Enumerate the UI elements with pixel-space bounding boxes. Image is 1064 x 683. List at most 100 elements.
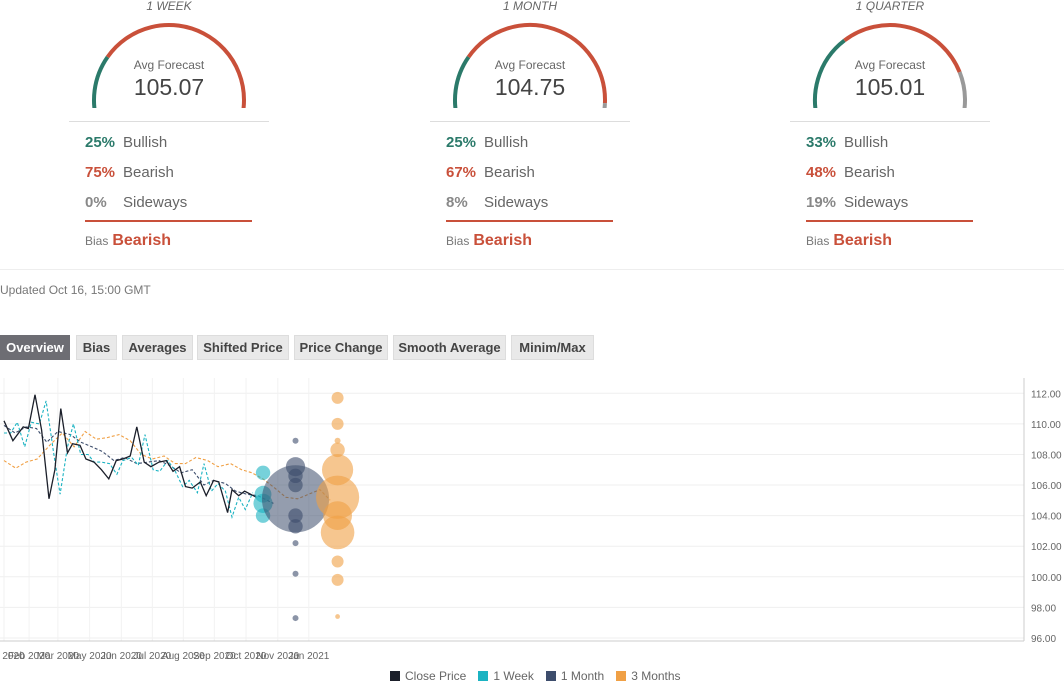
- forecast-bubble: [255, 465, 271, 481]
- gauge-segment-bull: [453, 55, 471, 108]
- chart-legend: Close Price 1 Week 1 Month 3 Months: [390, 668, 693, 683]
- x-tick-label: Nov 2020: [256, 651, 299, 662]
- bias-label: Bias: [806, 234, 830, 248]
- tab-bias[interactable]: Bias: [76, 335, 117, 360]
- legend-item-month[interactable]: 1 Month: [545, 669, 605, 683]
- x-tick-label: Jun 2020: [101, 651, 143, 662]
- forecast-bubbles-3-months: [315, 391, 360, 619]
- bullish-label: Bullish: [484, 133, 529, 151]
- y-tick-label: 106.00: [1031, 481, 1062, 492]
- bullish-row: 25% Bullish: [85, 132, 167, 152]
- gauge-segment-bear: [843, 23, 962, 73]
- sentiment-gauge: [92, 23, 246, 108]
- gauge-segment-bear: [466, 23, 607, 104]
- legend-label: 3 Months: [631, 669, 681, 683]
- bias-divider: [85, 220, 252, 222]
- legend-swatch: [545, 671, 556, 681]
- gauge-segment-side: [602, 103, 607, 108]
- forecast-bubble: [331, 391, 344, 404]
- bias: Bias Bearish: [85, 232, 171, 250]
- divider: [430, 121, 630, 122]
- bullish-pct: 25%: [85, 133, 116, 151]
- bearish-label: Bearish: [123, 163, 174, 181]
- divider: [790, 121, 990, 122]
- avg-forecast-label: Avg Forecast: [854, 58, 926, 72]
- series-line-3-months: [3, 430, 331, 501]
- gauge-segment-bull: [813, 38, 846, 108]
- bearish-pct: 75%: [85, 163, 116, 181]
- tab-shifted-price[interactable]: Shifted Price: [197, 335, 289, 360]
- sideways-row: 8% Sideways: [446, 192, 548, 212]
- forecast-bubble: [331, 573, 344, 586]
- forecast-bubble: [288, 519, 303, 534]
- bias-value: Bearish: [112, 232, 172, 249]
- bias-label: Bias: [446, 234, 470, 248]
- forecast-bubble: [292, 615, 299, 622]
- bullish-label: Bullish: [123, 133, 168, 151]
- bias: Bias Bearish: [806, 232, 892, 250]
- tab-overview[interactable]: Overview: [0, 335, 70, 360]
- y-tick-label: 96.00: [1031, 634, 1056, 645]
- x-tick-label: Jul 2020: [133, 651, 171, 662]
- forecast-bubble: [331, 417, 344, 430]
- avg-forecast-label: Avg Forecast: [494, 58, 566, 72]
- chart-grid: [0, 378, 1024, 641]
- legend-label: 1 Week: [493, 669, 534, 683]
- gauge-segment-bull: [92, 55, 110, 108]
- forecast-bubble: [292, 437, 299, 444]
- bearish-label: Bearish: [484, 163, 535, 181]
- bullish-row: 25% Bullish: [446, 132, 528, 152]
- bias-value: Bearish: [833, 232, 893, 249]
- bullish-pct: 25%: [446, 133, 477, 151]
- tab-smooth-average[interactable]: Smooth Average: [393, 335, 506, 360]
- series-line-close-price: [3, 394, 257, 513]
- avg-forecast-value: 105.01: [854, 74, 926, 100]
- avg-forecast-label: Avg Forecast: [133, 58, 205, 72]
- gauge-segment-bear: [105, 23, 246, 108]
- tab-price-change[interactable]: Price Change: [294, 335, 388, 360]
- legend-swatch: [478, 671, 489, 681]
- forecast-bubble: [292, 570, 299, 577]
- x-tick-label: Mar 2020: [37, 651, 80, 662]
- y-tick-label: 98.00: [1031, 603, 1056, 614]
- x-tick-label: Feb 2020: [8, 651, 51, 662]
- forecast-bubble: [330, 442, 345, 458]
- sideways-label: Sideways: [123, 193, 188, 211]
- avg-forecast-value: 105.07: [133, 74, 205, 100]
- legend-item-quarter[interactable]: 3 Months: [616, 669, 681, 683]
- tab-minim-max[interactable]: Minim/Max: [511, 335, 594, 360]
- bias-divider: [446, 220, 613, 222]
- sideways-pct: 19%: [806, 193, 837, 211]
- x-tick-label: Sep 2020: [193, 651, 236, 662]
- forecast-bubble: [335, 614, 340, 619]
- series-line-1-week: [4, 400, 254, 520]
- forecast-chart: 112.00 110.00 108.00 106.00 104.00 102.00 100.…: [0, 378, 1062, 662]
- y-tick-label: 108.00: [1031, 450, 1062, 461]
- forecast-bubble: [331, 555, 344, 568]
- sideways-pct: 0%: [85, 193, 107, 211]
- gauge-segment-side: [957, 71, 967, 108]
- bullish-pct: 33%: [806, 133, 837, 151]
- bullish-label: Bullish: [844, 133, 889, 151]
- bullish-row: 33% Bullish: [806, 132, 888, 152]
- divider: [69, 121, 269, 122]
- y-tick-label: 102.00: [1031, 542, 1062, 553]
- sideways-label: Sideways: [844, 193, 909, 211]
- bearish-row: 75% Bearish: [85, 162, 174, 182]
- tab-averages[interactable]: Averages: [122, 335, 193, 360]
- forecast-bubble: [261, 465, 330, 533]
- x-tick-label: May 2020: [68, 651, 112, 662]
- legend-item-close[interactable]: Close Price: [390, 669, 466, 683]
- forecast-bubble: [334, 437, 341, 444]
- bearish-row: 48% Bearish: [806, 162, 895, 182]
- legend-item-week[interactable]: 1 Week: [478, 669, 534, 683]
- y-tick-label: 100.00: [1031, 573, 1062, 584]
- sentiment-gauge: [453, 23, 607, 108]
- avg-forecast-value: 104.75: [494, 74, 566, 100]
- sideways-pct: 8%: [446, 193, 468, 211]
- x-tick-label: Aug 2020: [162, 651, 205, 662]
- legend-label: 1 Month: [560, 669, 605, 683]
- forecast-bubbles-1-month: [261, 437, 330, 622]
- panel-period: 1 QUARTER: [855, 0, 925, 13]
- legend-label: Close Price: [405, 669, 467, 683]
